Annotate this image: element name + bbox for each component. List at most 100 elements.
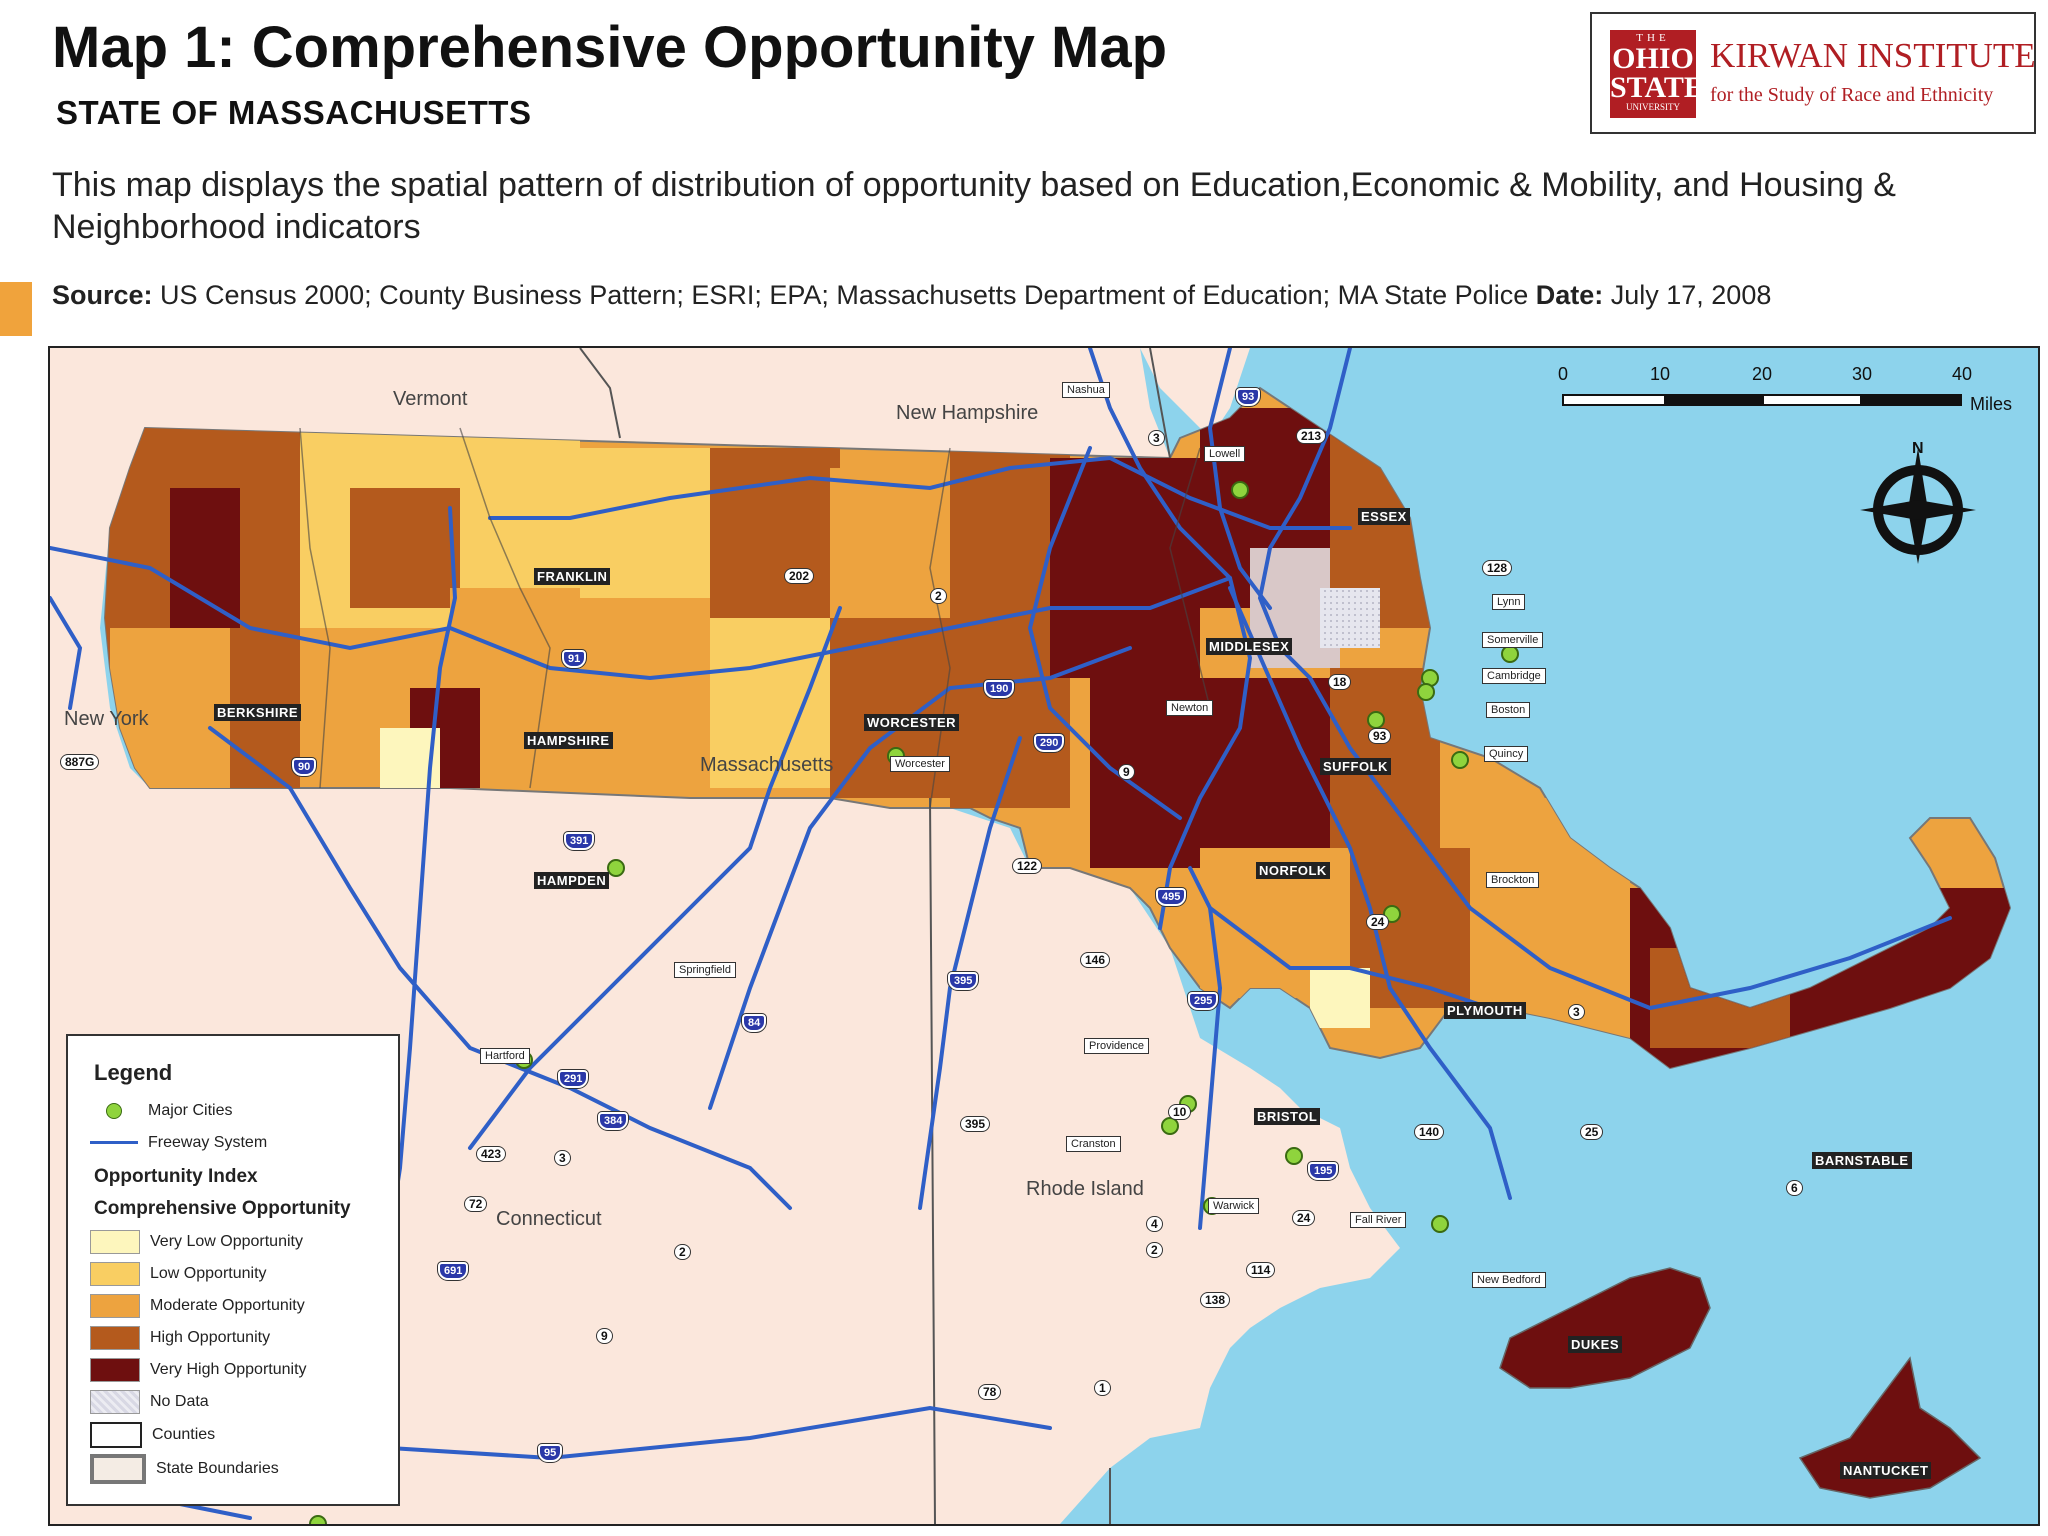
legend-state-boundaries: State Boundaries [90,1454,279,1484]
county-label-barnstable: BARNSTABLE [1812,1152,1912,1169]
county-label-suffolk: SUFFOLK [1320,758,1391,775]
road-shield-78: 78 [978,1384,1002,1400]
major-city-dot [1231,481,1249,499]
road-shield-4: 4 [1146,1216,1163,1232]
kirwan-logo: THE OHIO STATE UNIVERSITY KIRWAN INSTITU… [1590,12,2036,134]
major-city-dot [1417,683,1435,701]
city-label-warwick: Warwick [1208,1198,1260,1214]
legend-counties: Counties [90,1422,215,1448]
road-shield-3: 3 [1148,430,1165,446]
swatch-state-boundaries [90,1454,146,1484]
city-label-nashua: Nashua [1062,382,1110,398]
county-label-middlesex: MIDDLESEX [1206,638,1293,655]
interstate-shield-395: 395 [946,971,980,991]
interstate-shield-290: 290 [1032,733,1066,753]
swatch-low [90,1262,140,1286]
road-shield-2: 2 [930,588,947,604]
road-shield-140: 140 [1414,1124,1445,1140]
scale-unit: Miles [1970,394,2013,414]
road-shield-146: 146 [1080,952,1111,968]
north-label: N [1912,440,1924,457]
city-label-lowell: Lowell [1204,446,1246,462]
city-label-cranston: Cranston [1066,1136,1121,1152]
legend-very-high: Very High Opportunity [90,1358,307,1382]
city-label-providence: Providence [1084,1038,1150,1054]
scale-tick-20: 20 [1752,364,1773,384]
ohio-state-seal: THE OHIO STATE UNIVERSITY [1610,30,1704,118]
legend-moderate: Moderate Opportunity [90,1294,305,1318]
source-text: US Census 2000; County Business Pattern;… [152,280,1536,310]
city-label-newton: Newton [1166,700,1214,716]
road-shield-395: 395 [960,1116,991,1132]
scale-bar: 0 10 20 30 40 Miles [1558,364,2018,424]
legend-freeway: Freeway System [90,1134,267,1152]
road-shield-10: 10 [1168,1104,1192,1120]
city-label-cambridge: Cambridge [1482,668,1546,684]
interstate-shield-91: 91 [560,649,588,669]
road-shield-213: 213 [1296,428,1327,444]
swatch-counties [90,1422,142,1448]
road-shield-202: 202 [784,568,815,584]
map-description: This map displays the spatial pattern of… [52,166,1896,246]
interstate-shield-384: 384 [596,1111,630,1131]
date-label: Date: [1535,280,1604,310]
scale-tick-10: 10 [1650,364,1671,384]
county-label-hampshire: HAMPSHIRE [524,732,613,749]
major-city-dot [1451,751,1469,769]
county-label-plymouth: PLYMOUTH [1444,1002,1526,1019]
interstate-shield-93: 93 [1234,387,1262,407]
city-dot-icon [90,1102,138,1120]
road-shield-2-ct: 2 [674,1244,691,1260]
major-city-dot [1501,645,1519,663]
road-shield-887g: 887G [60,754,100,770]
swatch-very-high [90,1358,140,1382]
county-label-norfolk: NORFOLK [1256,862,1330,879]
city-label-fall-river: Fall River [1350,1212,1407,1228]
map-subtitle: STATE OF MASSACHUSETTS [56,94,532,131]
legend-very-low: Very Low Opportunity [90,1230,303,1254]
city-label-quincy: Quincy [1484,746,1529,762]
county-label-dukes: DUKES [1568,1336,1623,1353]
interstate-shield-190: 190 [982,679,1016,699]
major-city-dot [1285,1147,1303,1165]
legend-major-cities: Major Cities [90,1102,232,1120]
legend-high: High Opportunity [90,1326,270,1350]
source-label: Source: [52,280,153,310]
city-label-hartford: Hartford [480,1048,530,1064]
interstate-shield-95: 95 [536,1443,564,1463]
legend-title: Legend [94,1060,173,1085]
county-label-worcester: WORCESTER [864,714,959,731]
source-line: Source: US Census 2000; County Business … [52,280,1771,311]
road-shield-3-ct: 3 [554,1150,571,1166]
scale-bar-track [1562,394,1962,406]
road-shield-9: 9 [1118,764,1135,780]
road-shield-122: 122 [1012,858,1043,874]
scale-tick-40: 40 [1952,364,1973,384]
road-shield-25: 25 [1580,1124,1604,1140]
legend-low: Low Opportunity [90,1262,267,1286]
swatch-very-low [90,1230,140,1254]
road-shield-114: 114 [1246,1262,1276,1278]
state-boundary-vt-nh [579,348,1171,459]
map-title: Map 1: Comprehensive Opportunity Map [52,15,1167,80]
major-city-dot [1431,1215,1449,1233]
state-label-new-york: New York [64,708,149,730]
legend-index-heading: Opportunity Index [94,1166,258,1187]
interstate-shield-195: 195 [1306,1161,1340,1181]
road-shield-9-ct: 9 [596,1328,613,1344]
map-frame[interactable]: Vermont New Hampshire New York Massachus… [48,346,2040,1526]
road-shield-6: 6 [1786,1180,1803,1196]
date-text: July 17, 2008 [1603,280,1772,310]
north-arrow-icon: N [1856,440,1980,568]
city-label-worcester: Worcester [890,756,950,772]
road-shield-2-ri: 2 [1146,1242,1163,1258]
scale-tick-0: 0 [1558,364,1569,384]
legend-panel: Legend Major Cities Freeway System Oppor… [66,1034,400,1506]
interstate-shield-495: 495 [1154,887,1188,907]
scale-tick-30: 30 [1852,364,1873,384]
swatch-moderate [90,1294,140,1318]
interstate-shield-291: 291 [556,1069,590,1089]
road-shield-1: 1 [1094,1380,1111,1396]
legend-comp-heading: Comprehensive Opportunity [94,1198,351,1219]
state-label-massachusetts: Massachusetts [700,754,834,776]
